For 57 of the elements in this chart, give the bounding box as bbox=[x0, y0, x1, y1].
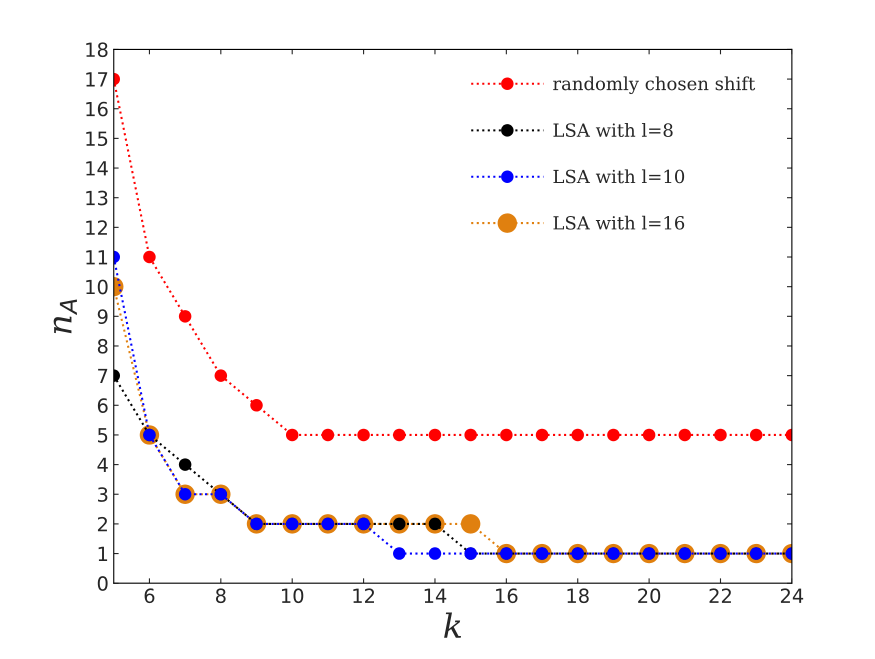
point bbox=[357, 428, 370, 442]
y-tick-label: 5 bbox=[98, 428, 108, 443]
x-tick-label: 12 bbox=[353, 588, 374, 603]
y-tick-label: 10 bbox=[86, 280, 108, 294]
y-tick-label: 3 bbox=[98, 487, 108, 502]
point bbox=[571, 428, 584, 442]
legend-label: LSA with l=16 bbox=[553, 216, 684, 230]
y-tick-label: 7 bbox=[98, 368, 108, 384]
point bbox=[428, 547, 442, 560]
point bbox=[428, 428, 442, 442]
point bbox=[322, 428, 334, 442]
x-tick-label: 18 bbox=[567, 588, 589, 604]
point bbox=[286, 428, 298, 442]
point bbox=[750, 428, 762, 442]
x-tick-label: 8 bbox=[216, 588, 226, 604]
point bbox=[393, 547, 406, 560]
x-tick-label: 22 bbox=[710, 588, 731, 603]
y-tick-label: 2 bbox=[98, 516, 107, 532]
x-tick-label: 24 bbox=[780, 588, 804, 603]
x-axis-title: k bbox=[444, 612, 462, 638]
x-tick-label: 20 bbox=[638, 588, 660, 604]
y-tick-label: 1 bbox=[98, 546, 108, 561]
x-tick-label: 10 bbox=[282, 588, 304, 604]
x-tick-label: 16 bbox=[496, 588, 518, 604]
y-tick-label: 17 bbox=[86, 72, 108, 86]
y-tick-label: 13 bbox=[86, 190, 108, 206]
y-tick-label: 12 bbox=[86, 220, 107, 235]
legend-label: LSA with l=10 bbox=[553, 169, 684, 184]
point bbox=[500, 428, 513, 442]
x-tick-label: 14 bbox=[424, 588, 446, 603]
point bbox=[714, 428, 727, 442]
point bbox=[536, 428, 548, 442]
point bbox=[678, 428, 692, 442]
y-tick-label: 8 bbox=[98, 338, 108, 354]
point bbox=[143, 250, 156, 264]
point bbox=[178, 310, 192, 323]
y-tick-label: 14 bbox=[86, 161, 108, 176]
y-tick-label: 0 bbox=[98, 576, 108, 591]
legend-label: randomly chosen shift bbox=[553, 76, 756, 94]
point bbox=[214, 369, 228, 382]
y-axis-title: n$_{A}$ bbox=[54, 300, 77, 334]
x-tick-label: 6 bbox=[144, 588, 154, 604]
point bbox=[250, 399, 263, 412]
y-tick-label: 15 bbox=[86, 132, 108, 146]
point bbox=[178, 458, 192, 471]
y-tick-label: 6 bbox=[98, 398, 108, 413]
point bbox=[607, 428, 620, 442]
y-tick-label: 4 bbox=[97, 458, 108, 472]
point bbox=[642, 428, 656, 442]
y-tick-label: 18 bbox=[86, 42, 108, 58]
y-tick-label: 16 bbox=[86, 102, 108, 116]
y-tick-label: 9 bbox=[98, 309, 108, 324]
legend-label: LSA with l=8 bbox=[553, 122, 673, 137]
point bbox=[464, 428, 477, 442]
point bbox=[393, 428, 406, 442]
point bbox=[460, 514, 480, 534]
y-tick-label: 11 bbox=[86, 250, 108, 264]
